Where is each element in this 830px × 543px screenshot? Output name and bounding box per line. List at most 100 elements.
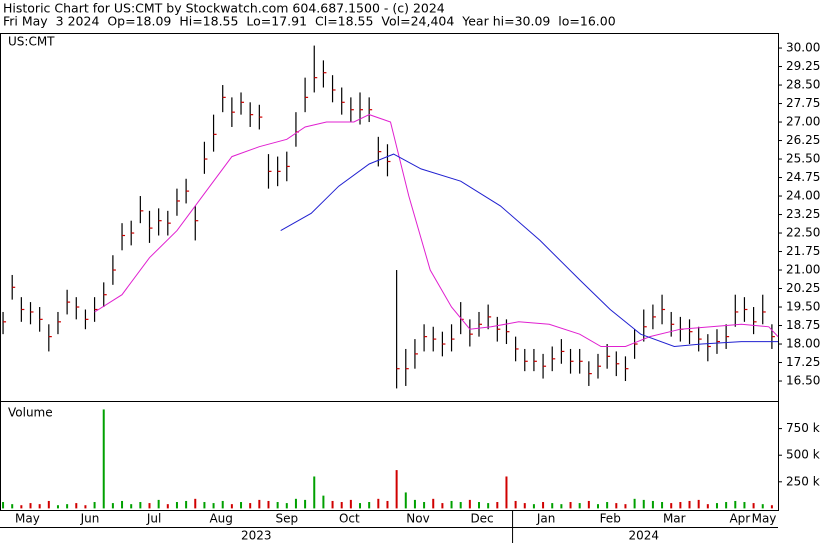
y-tick-label: 21.00 [786, 263, 820, 277]
volume-bar [185, 500, 188, 509]
volume-bar [194, 498, 197, 509]
volume-bar [423, 502, 426, 509]
volume-bar [93, 502, 96, 509]
x-tick-label: May [752, 512, 777, 526]
volume-bar [313, 476, 316, 509]
volume-bar [715, 503, 718, 509]
y-tick-label: 19.50 [786, 300, 820, 314]
y-tick-label: 25.50 [786, 152, 820, 166]
volume-bar [413, 499, 416, 509]
volume-bar [349, 499, 352, 509]
volume-bar [285, 503, 288, 509]
y-tick-label: 29.25 [786, 59, 820, 73]
volume-bar [661, 502, 664, 509]
volume-bar [175, 502, 178, 509]
volume-bar [651, 500, 654, 509]
x-tick-label: Oct [339, 512, 360, 526]
volume-bar [230, 504, 233, 509]
volume-bar [331, 500, 334, 509]
volume-bar [139, 502, 142, 509]
volume-bar [478, 502, 481, 509]
moving-average [280, 153, 778, 348]
volume-bar [75, 503, 78, 509]
volume-bar [258, 499, 261, 509]
x-tick-label: Sep [275, 512, 298, 526]
volume-bar [542, 502, 545, 509]
x-tick-label: Feb [600, 512, 621, 526]
volume-bar [578, 503, 581, 509]
volume-bar [569, 502, 572, 509]
volume-bar [166, 504, 169, 509]
y-tick-label: 18.75 [786, 318, 820, 332]
volume-bar [642, 499, 645, 509]
x-tick-label: Nov [406, 512, 429, 526]
y-tick-label: 28.50 [786, 78, 820, 92]
volume-bar [523, 503, 526, 509]
price-label: US:CMT [8, 35, 55, 49]
volume-bar [157, 499, 160, 509]
volume-bar [304, 499, 307, 509]
volume-label: Volume [8, 406, 53, 420]
volume-bar [249, 503, 252, 509]
volume-bar [47, 500, 50, 509]
volume-bar [459, 502, 462, 509]
volume-bar [450, 500, 453, 509]
volume-bar [368, 502, 371, 509]
volume-bar [148, 503, 151, 509]
volume-bar [102, 409, 105, 509]
volume-bar [2, 502, 5, 509]
y-tick-label: 30.00 [786, 41, 820, 55]
volume-bar [496, 502, 499, 509]
volume-bar [468, 499, 471, 509]
volume-bar [276, 502, 279, 509]
x-tick-label: Jul [146, 512, 161, 526]
volume-bar [615, 503, 618, 509]
volume-bar [551, 503, 554, 509]
volume-bar [111, 503, 114, 509]
x-tick-label: Jan [536, 512, 556, 526]
volume-bar [38, 504, 41, 509]
volume-bar [203, 502, 206, 509]
y-tick-label: 18.00 [786, 337, 820, 351]
volume-bar [11, 504, 14, 509]
year-label: 2024 [628, 529, 659, 543]
x-tick-label: May [15, 512, 40, 526]
volume-bar [294, 498, 297, 509]
volume-bar [130, 504, 133, 509]
y-tick-label: 23.25 [786, 207, 820, 221]
volume-bar [688, 500, 691, 509]
volume-bar [587, 500, 590, 509]
volume-bar [743, 502, 746, 509]
y-tick-label: 26.25 [786, 133, 820, 147]
y-tick-label: 750 k [786, 421, 820, 435]
volume-bar [752, 503, 755, 509]
volume-bar [20, 505, 23, 509]
y-tick-label: 24.75 [786, 170, 820, 184]
y-tick-label: 27.75 [786, 96, 820, 110]
year-label: 2023 [241, 529, 272, 543]
volume-bar [432, 498, 435, 509]
y-tick-label: 17.25 [786, 355, 820, 369]
x-tick-label: Mar [663, 512, 686, 526]
volume-bar [505, 476, 508, 509]
volume-bar [679, 502, 682, 509]
volume-bar [66, 504, 69, 509]
volume-bar [606, 502, 609, 509]
volume-bar [670, 503, 673, 509]
volume-bar [386, 500, 389, 509]
volume-bar [212, 503, 215, 509]
header-quote: Fri May 3 2024 Op=18.09 Hi=18.55 Lo=17.9… [3, 14, 616, 29]
y-tick-label: 22.50 [786, 226, 820, 240]
volume-bar [487, 503, 490, 509]
moving-average [94, 114, 779, 347]
volume-bar [29, 503, 32, 509]
x-tick-label: Jun [80, 512, 100, 526]
volume-bar [340, 502, 343, 509]
volume-bar [734, 500, 737, 509]
volume-bar [404, 492, 407, 509]
volume-bar [514, 500, 517, 509]
y-tick-label: 21.75 [786, 244, 820, 258]
y-tick-label: 27.00 [786, 115, 820, 129]
volume-bar [706, 504, 709, 509]
